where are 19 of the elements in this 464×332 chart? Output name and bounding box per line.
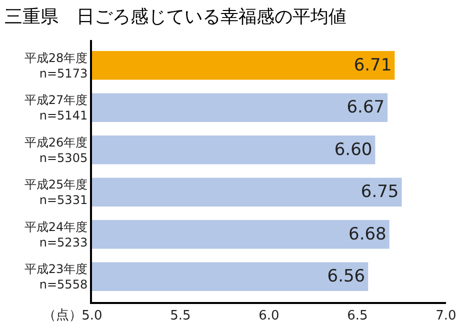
chart-title: 三重県 日ごろ感じている幸福感の平均値 [4,6,347,28]
data-label: 6.60 [334,140,372,160]
x-axis-title: （点） [43,308,82,323]
data-label: 6.71 [354,55,392,76]
data-label: 6.56 [327,266,366,287]
x-tick-label: 5.5 [170,308,191,324]
y-tick-label: 平成28年度 n=5173 [24,50,88,80]
x-tick-label: 6.5 [347,308,368,324]
x-tick-label: 5.0 [82,308,102,324]
data-label: 6.75 [360,182,399,202]
y-tick-label: 平成23年度 n=5558 [24,262,88,292]
y-tick-label: 平成24年度 n=5233 [24,220,88,250]
y-tick-label: 平成25年度 n=5331 [24,178,88,208]
y-tick-label: 平成27年度 n=5141 [24,93,88,123]
x-tick-label: 6.0 [258,308,280,324]
x-tick-label: 7.0 [436,308,456,324]
data-label: 6.68 [348,224,386,244]
data-label: 6.67 [346,98,385,118]
y-tick-label: 平成26年度 n=5305 [24,135,88,165]
